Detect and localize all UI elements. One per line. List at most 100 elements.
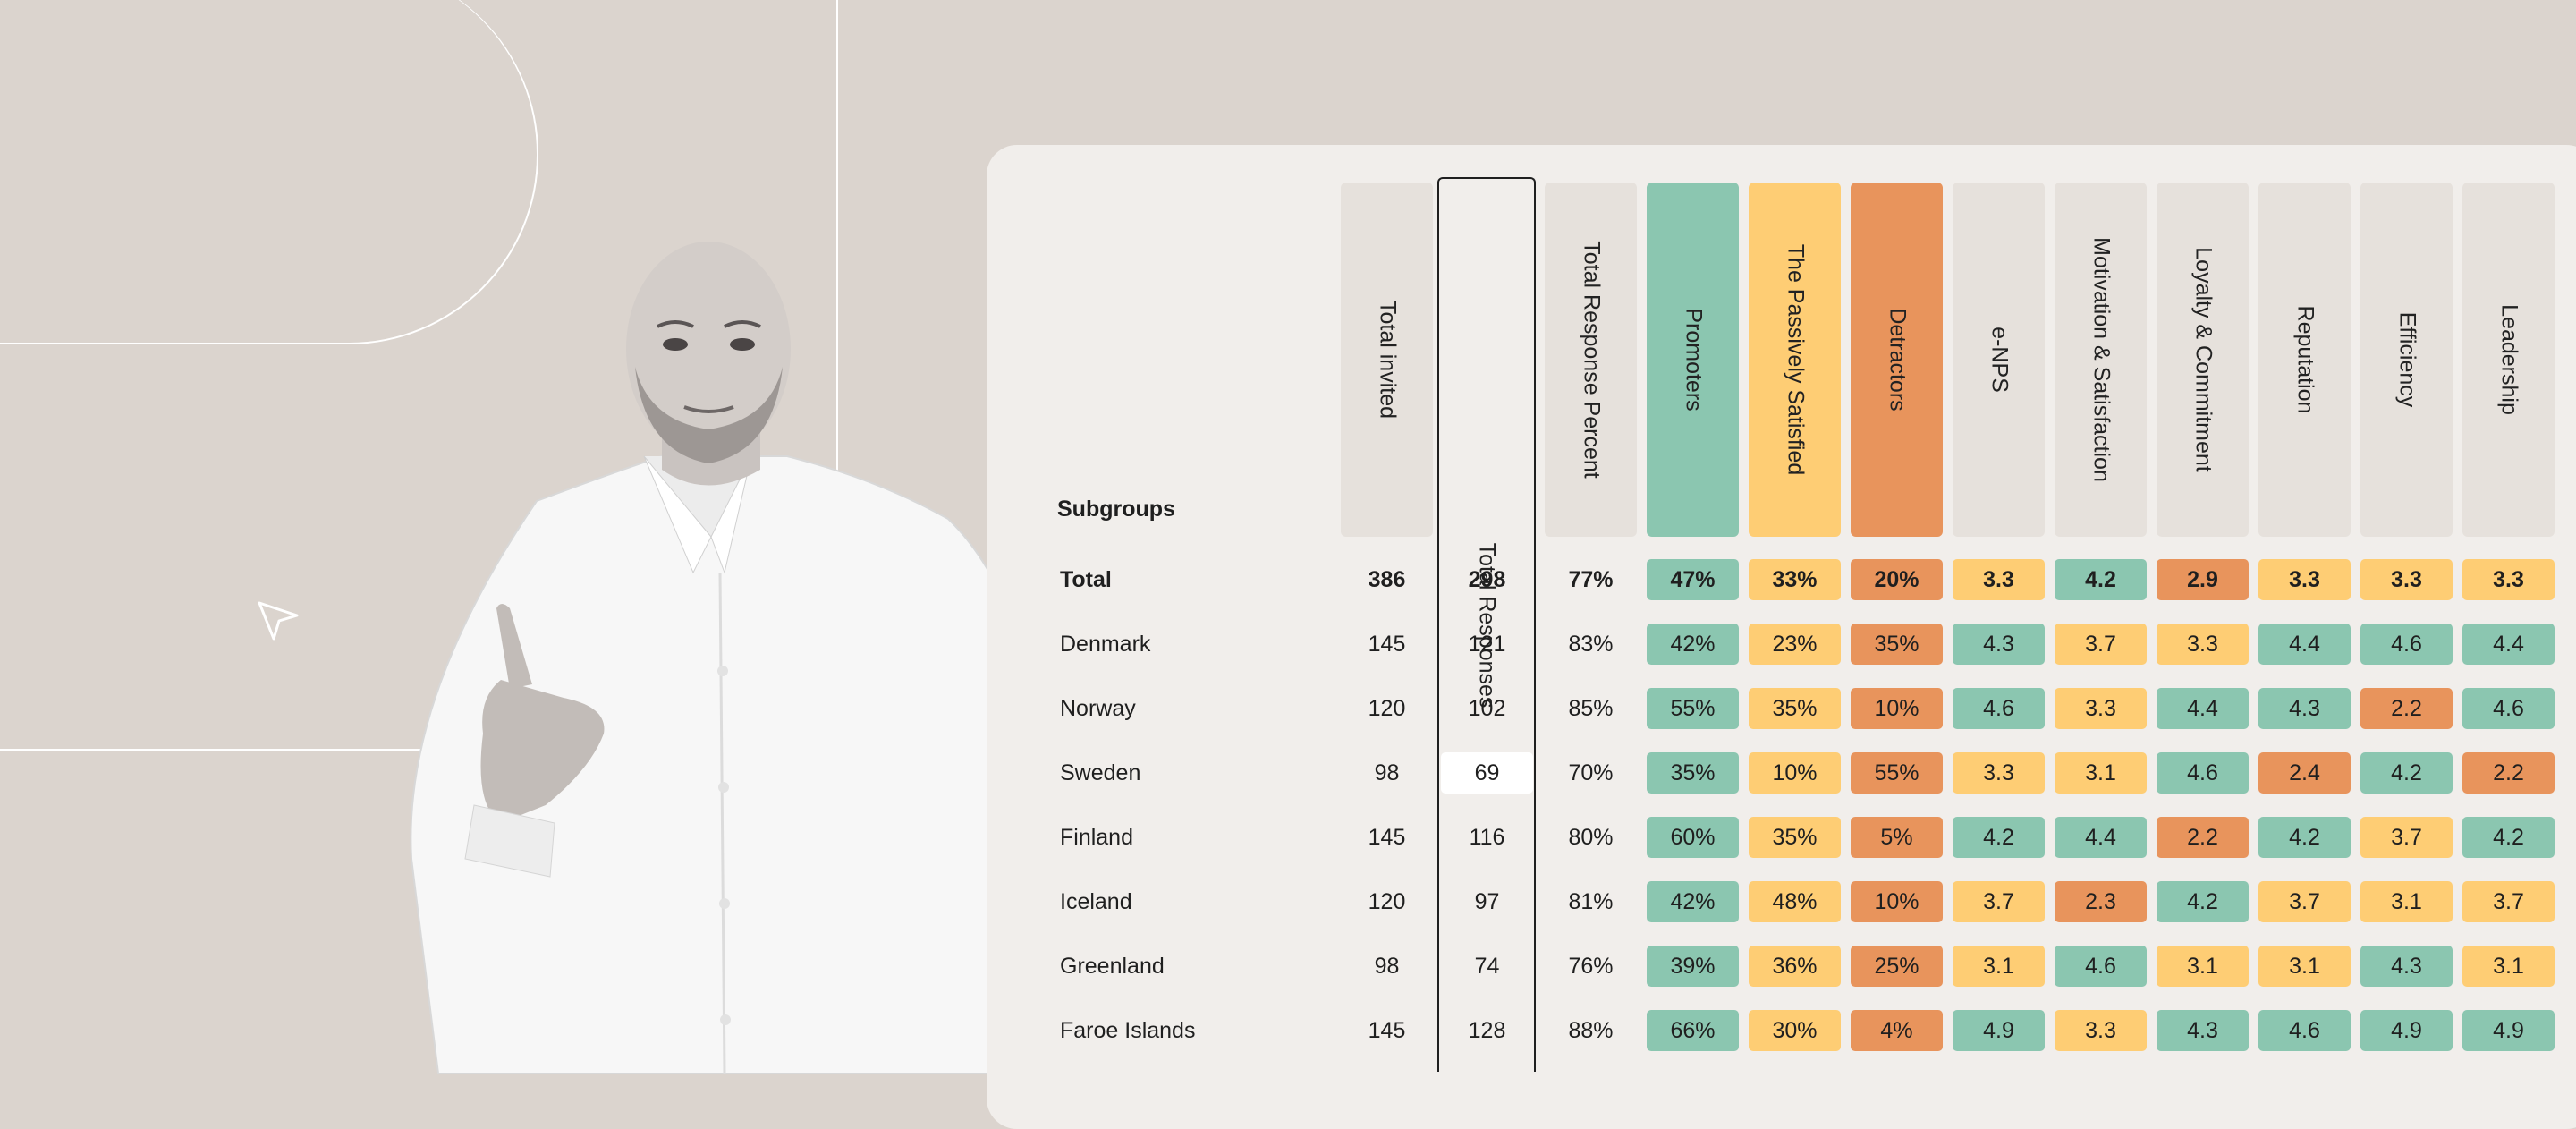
- table-cell[interactable]: 20%: [1851, 559, 1943, 600]
- table-cell[interactable]: 77%: [1568, 567, 1614, 592]
- table-cell[interactable]: 2.4: [2258, 752, 2351, 794]
- table-cell[interactable]: 2.2: [2462, 752, 2555, 794]
- table-cell[interactable]: 42%: [1647, 881, 1739, 922]
- table-cell[interactable]: 10%: [1851, 688, 1943, 729]
- table-cell[interactable]: 4%: [1851, 1010, 1943, 1051]
- table-cell[interactable]: 4.6: [2462, 688, 2555, 729]
- table-cell[interactable]: 3.1: [2258, 946, 2351, 987]
- column-header-motivation-satisfaction[interactable]: Motivation & Satisfaction: [2055, 183, 2147, 537]
- table-cell[interactable]: 25%: [1851, 946, 1943, 987]
- table-cell[interactable]: 3.3: [1953, 752, 2045, 794]
- table-cell[interactable]: 36%: [1749, 946, 1841, 987]
- table-cell[interactable]: 76%: [1568, 954, 1614, 979]
- table-cell[interactable]: 4.4: [2157, 688, 2249, 729]
- table-cell[interactable]: 4.9: [2360, 1010, 2453, 1051]
- table-cell[interactable]: 145: [1368, 632, 1406, 657]
- column-header-detractors[interactable]: Detractors: [1851, 183, 1943, 537]
- table-cell[interactable]: 4.2: [2258, 817, 2351, 858]
- table-cell[interactable]: 145: [1368, 825, 1406, 850]
- table-cell[interactable]: 35%: [1749, 688, 1841, 729]
- table-cell[interactable]: 4.9: [1953, 1010, 2045, 1051]
- table-cell[interactable]: 2.2: [2157, 817, 2249, 858]
- table-cell[interactable]: 386: [1368, 567, 1406, 592]
- table-cell[interactable]: 3.7: [2360, 817, 2453, 858]
- table-cell[interactable]: 60%: [1647, 817, 1739, 858]
- table-cell[interactable]: 2.9: [2157, 559, 2249, 600]
- table-cell[interactable]: 98: [1374, 954, 1400, 979]
- table-cell[interactable]: 42%: [1647, 624, 1739, 665]
- table-cell[interactable]: 66%: [1647, 1010, 1739, 1051]
- column-header-total-response-percent[interactable]: Total Response Percent: [1545, 183, 1637, 537]
- table-cell[interactable]: 2.3: [2055, 881, 2147, 922]
- column-header-total-responses[interactable]: Total Responses: [1437, 177, 1536, 1072]
- table-cell[interactable]: 4.2: [1953, 817, 2045, 858]
- table-cell[interactable]: 30%: [1749, 1010, 1841, 1051]
- table-cell[interactable]: 3.1: [2360, 881, 2453, 922]
- table-cell[interactable]: 3.7: [2055, 624, 2147, 665]
- table-cell[interactable]: 4.2: [2157, 881, 2249, 922]
- table-cell[interactable]: 83%: [1568, 632, 1614, 657]
- table-cell[interactable]: 5%: [1851, 817, 1943, 858]
- table-cell[interactable]: 102: [1468, 696, 1506, 721]
- table-cell[interactable]: 10%: [1851, 881, 1943, 922]
- table-cell[interactable]: 23%: [1749, 624, 1841, 665]
- table-cell[interactable]: 4.4: [2258, 624, 2351, 665]
- table-cell[interactable]: 145: [1368, 1018, 1406, 1043]
- table-cell[interactable]: 3.3: [2055, 688, 2147, 729]
- table-cell[interactable]: 4.4: [2055, 817, 2147, 858]
- table-cell[interactable]: 120: [1368, 696, 1406, 721]
- table-cell[interactable]: 70%: [1568, 760, 1614, 785]
- column-header-promoters[interactable]: Promoters: [1647, 183, 1739, 537]
- table-cell[interactable]: 4.6: [1953, 688, 2045, 729]
- table-cell[interactable]: 4.3: [2258, 688, 2351, 729]
- table-cell[interactable]: 4.2: [2055, 559, 2147, 600]
- table-cell[interactable]: 3.1: [2157, 946, 2249, 987]
- table-cell[interactable]: 35%: [1749, 817, 1841, 858]
- table-cell[interactable]: 2.2: [2360, 688, 2453, 729]
- table-cell[interactable]: 3.3: [2258, 559, 2351, 600]
- table-cell[interactable]: 128: [1468, 1018, 1506, 1043]
- table-cell[interactable]: 3.1: [2055, 752, 2147, 794]
- table-cell[interactable]: 121: [1468, 632, 1506, 657]
- table-cell[interactable]: 4.2: [2360, 752, 2453, 794]
- column-header-leadership[interactable]: Leadership: [2462, 183, 2555, 537]
- table-cell[interactable]: 4.2: [2462, 817, 2555, 858]
- table-cell[interactable]: 81%: [1568, 889, 1614, 914]
- table-cell[interactable]: 3.3: [2157, 624, 2249, 665]
- table-cell[interactable]: 4.9: [2462, 1010, 2555, 1051]
- table-cell[interactable]: 35%: [1647, 752, 1739, 794]
- table-cell[interactable]: 116: [1469, 825, 1505, 850]
- table-cell[interactable]: 39%: [1647, 946, 1739, 987]
- table-cell[interactable]: 47%: [1647, 559, 1739, 600]
- table-cell[interactable]: 298: [1468, 567, 1506, 592]
- table-cell[interactable]: 10%: [1749, 752, 1841, 794]
- table-cell[interactable]: 3.7: [1953, 881, 2045, 922]
- table-cell[interactable]: 33%: [1749, 559, 1841, 600]
- table-cell[interactable]: 120: [1368, 889, 1406, 914]
- table-cell[interactable]: 85%: [1568, 696, 1614, 721]
- table-cell[interactable]: 4.3: [2360, 946, 2453, 987]
- table-cell[interactable]: 4.6: [2360, 624, 2453, 665]
- column-header-loyalty-commitment[interactable]: Loyalty & Commitment: [2157, 183, 2249, 537]
- table-cell[interactable]: 4.4: [2462, 624, 2555, 665]
- table-cell[interactable]: 3.3: [2462, 559, 2555, 600]
- table-cell[interactable]: 88%: [1568, 1018, 1614, 1043]
- table-cell[interactable]: 3.3: [2360, 559, 2453, 600]
- table-cell[interactable]: 55%: [1647, 688, 1739, 729]
- table-cell[interactable]: 74: [1474, 954, 1500, 979]
- column-header-reputation[interactable]: Reputation: [2258, 183, 2351, 537]
- table-cell[interactable]: 69: [1441, 752, 1533, 794]
- table-cell[interactable]: 35%: [1851, 624, 1943, 665]
- table-cell[interactable]: 3.7: [2258, 881, 2351, 922]
- table-cell[interactable]: 4.6: [2258, 1010, 2351, 1051]
- table-cell[interactable]: 4.6: [2157, 752, 2249, 794]
- table-cell[interactable]: 98: [1374, 760, 1400, 785]
- table-cell[interactable]: 4.6: [2055, 946, 2147, 987]
- table-cell[interactable]: 55%: [1851, 752, 1943, 794]
- table-cell[interactable]: 4.3: [1953, 624, 2045, 665]
- table-cell[interactable]: 3.7: [2462, 881, 2555, 922]
- table-cell[interactable]: 3.3: [1953, 559, 2045, 600]
- table-cell[interactable]: 80%: [1568, 825, 1614, 850]
- column-header-total-invited[interactable]: Total invited: [1341, 183, 1433, 537]
- table-cell[interactable]: 4.3: [2157, 1010, 2249, 1051]
